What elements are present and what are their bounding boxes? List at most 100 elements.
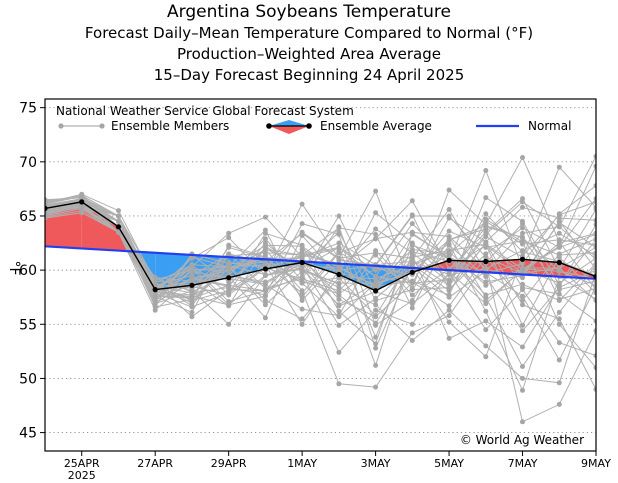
x-tick-label: 27APR <box>137 457 173 470</box>
ensemble-member-point <box>262 288 268 294</box>
legend: National Weather Service Global Forecast… <box>56 104 571 134</box>
ensemble-member-line <box>45 200 596 302</box>
legend-average-above-swatch <box>269 126 309 134</box>
ensemble-member-point <box>262 281 268 287</box>
ensemble-member-point <box>336 256 342 262</box>
ensemble-member-point <box>262 262 268 268</box>
ensemble-member-point <box>409 292 415 298</box>
ensemble-member-point <box>483 241 489 247</box>
legend-normal-label: Normal <box>528 119 571 133</box>
ensemble-member-point <box>556 401 562 407</box>
x-tick-label: 5MAY <box>434 457 464 470</box>
ensemble-member-point <box>226 288 232 294</box>
legend-source: National Weather Service Global Forecast… <box>56 104 354 118</box>
ensemble-member-point <box>520 293 525 299</box>
ensemble-member-point <box>520 235 525 241</box>
ensemble-member-point <box>593 236 596 242</box>
ensemble-member-point <box>299 250 305 256</box>
ensemble-member-point <box>336 213 342 219</box>
ensemble-member-point <box>483 301 489 307</box>
ensemble-average-point <box>189 282 195 288</box>
ensemble-average-point <box>79 199 85 205</box>
ensemble-member-point <box>409 287 415 293</box>
ensemble-average-point <box>299 259 305 266</box>
ensemble-member-point <box>79 204 85 210</box>
x-tick-label: 2025 <box>68 469 96 482</box>
ensemble-member-point <box>116 229 121 235</box>
ensemble-member-point <box>116 208 121 214</box>
y-tick-label: 75 <box>19 101 37 117</box>
ensemble-member-point <box>226 321 232 327</box>
ensemble-member-point <box>483 327 489 333</box>
ensemble-member-point <box>409 254 415 260</box>
ensemble-member-point <box>446 335 452 341</box>
x-tick-label: 25APR <box>64 457 100 470</box>
ensemble-member-point <box>152 307 158 313</box>
plot-frame <box>44 98 597 452</box>
y-tick-label: 60 <box>19 263 37 279</box>
ensemble-member-point <box>520 364 525 369</box>
ensemble-member-point <box>446 292 452 298</box>
ensemble-member-point <box>593 153 596 159</box>
ensemble-member-point <box>262 240 268 246</box>
ensemble-member-point <box>262 302 268 308</box>
ensemble-member-point <box>226 242 232 248</box>
y-tick-label: 70 <box>19 155 37 171</box>
y-tick-label: 65 <box>19 209 37 225</box>
ensemble-average-point <box>483 258 489 265</box>
ensemble-member-point <box>446 242 452 248</box>
y-axis-label: °F <box>6 260 22 275</box>
ensemble-member-point <box>373 302 379 308</box>
ensemble-member-point <box>556 316 562 322</box>
copyright-notice: © World Ag Weather <box>460 433 584 447</box>
ensemble-member-point <box>593 183 596 189</box>
legend-members-dot <box>58 123 64 129</box>
ensemble-member-point <box>226 282 232 288</box>
ensemble-member-point <box>226 263 232 269</box>
ensemble-member-point <box>520 322 525 328</box>
y-tick-label: 50 <box>19 371 37 387</box>
ensemble-member-point <box>520 155 525 160</box>
ensemble-member-point <box>556 340 562 346</box>
ensemble-member-point <box>336 322 342 328</box>
ensemble-member-point <box>409 221 415 227</box>
ensemble-average-point <box>115 224 122 230</box>
ensemble-member-point <box>483 308 489 314</box>
ensemble-member-point <box>446 234 452 240</box>
ensemble-average-line <box>45 201 596 292</box>
ensemble-member-point <box>556 266 562 272</box>
ensemble-member-point <box>556 321 562 327</box>
ensemble-member-point <box>189 275 195 281</box>
ensemble-member-point <box>520 287 525 293</box>
legend-members-dot <box>99 123 105 129</box>
ensemble-member-point <box>409 240 415 246</box>
ensemble-member-point <box>336 314 342 320</box>
ensemble-member-point <box>373 236 379 242</box>
ensemble-member-point <box>483 211 489 217</box>
ensemble-member-point <box>409 321 415 327</box>
ensemble-member-point <box>483 318 489 324</box>
ensemble-member-point <box>409 198 415 204</box>
ensemble-average-point <box>519 256 526 262</box>
ensemble-member-point <box>556 357 562 363</box>
ensemble-member-point <box>593 386 596 392</box>
ensemble-member-point <box>189 264 195 270</box>
ensemble-average-point <box>262 266 268 272</box>
ensemble-member-point <box>299 306 305 312</box>
ensemble-member-point <box>593 318 596 324</box>
ensemble-member-point <box>593 163 596 169</box>
ensemble-member-point <box>299 316 305 322</box>
ensemble-average-point <box>373 288 379 294</box>
ensemble-member-point <box>446 307 452 313</box>
ensemble-member-point <box>520 230 525 236</box>
ensemble-member-point <box>373 188 379 194</box>
ensemble-member-point <box>373 231 379 237</box>
ensemble-member-point <box>189 298 195 303</box>
ensemble-member-point <box>446 319 452 325</box>
ensemble-average-point <box>152 287 158 293</box>
ensemble-member-point <box>409 212 415 218</box>
ensemble-member-point <box>409 278 415 284</box>
ensemble-member-point <box>336 249 342 255</box>
y-axis: 45 50 55 60 65 70 75 <box>19 101 45 442</box>
